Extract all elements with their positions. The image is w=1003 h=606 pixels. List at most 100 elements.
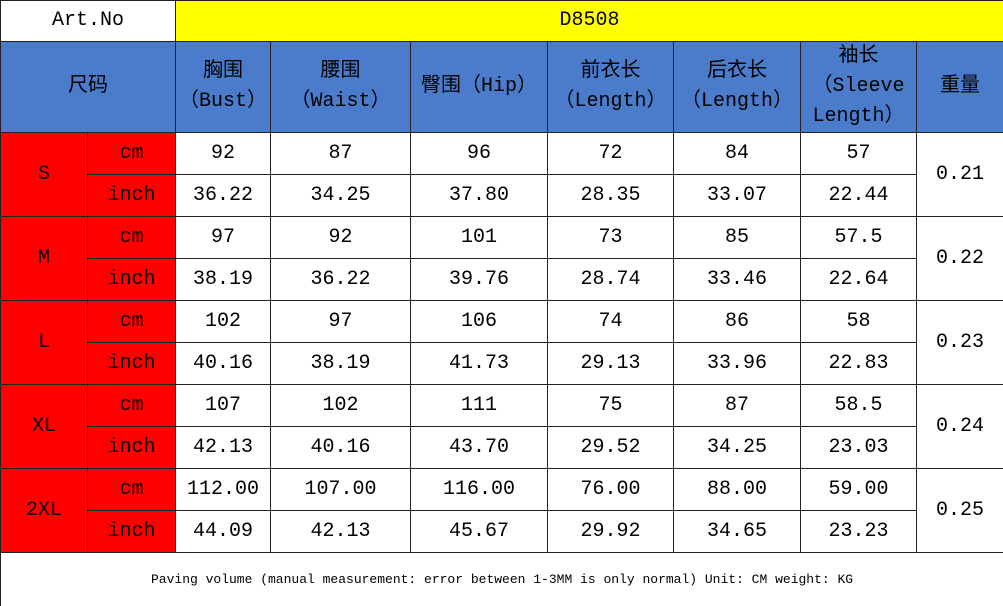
measure-cell: 74 <box>547 300 675 343</box>
header-line: 袖长 <box>838 45 879 68</box>
size-label: M <box>0 216 88 301</box>
table-row: inch 44.09 42.13 45.67 29.92 34.65 23.23 <box>1 510 1003 553</box>
measure-cell: 107.00 <box>270 468 412 511</box>
measure-cell: 59.00 <box>800 468 918 511</box>
measure-cell: 23.23 <box>800 510 918 553</box>
unit-label: cm <box>86 132 177 175</box>
unit-label: cm <box>86 468 177 511</box>
measure-cell: 42.13 <box>270 510 412 553</box>
table-row: Art.No D8508 <box>0 0 1003 42</box>
measure-cell: 43.70 <box>410 426 549 469</box>
header-line: 胸围 <box>203 60 244 83</box>
measure-cell: 42.13 <box>175 426 272 469</box>
measure-cell: 22.83 <box>800 342 918 385</box>
unit-label: inch <box>86 258 177 301</box>
unit-label: inch <box>86 426 177 469</box>
weight-cell: 0.24 <box>916 384 1003 469</box>
column-header: 胸围 （Bust） <box>175 41 272 133</box>
column-header: 腰围 （Waist） <box>270 41 412 133</box>
measure-cell: 44.09 <box>175 510 272 553</box>
measure-cell: 86 <box>673 300 802 343</box>
measure-cell: 38.19 <box>270 342 412 385</box>
measure-cell: 102 <box>175 300 272 343</box>
art-no-label: Art.No <box>0 0 177 42</box>
column-header: 后衣长 （Length） <box>673 41 802 133</box>
header-line: 前衣长 <box>580 60 641 83</box>
unit-label: cm <box>86 384 177 427</box>
header-line: 臀围（Hip） <box>421 75 538 98</box>
measure-cell: 28.74 <box>547 258 675 301</box>
measure-cell: 85 <box>673 216 802 259</box>
weight-cell: 0.25 <box>916 468 1003 553</box>
measure-cell: 112.00 <box>175 468 272 511</box>
column-header: 臀围（Hip） <box>410 41 549 133</box>
measure-cell: 92 <box>175 132 272 175</box>
column-header: 前衣长 （Length） <box>547 41 675 133</box>
table-row: Paving volume (manual measurement: error… <box>0 552 1003 606</box>
measure-cell: 97 <box>270 300 412 343</box>
header-line: （Length） <box>681 90 794 113</box>
measure-cell: 84 <box>673 132 802 175</box>
unit-label: inch <box>86 174 177 217</box>
size-label: L <box>0 300 88 385</box>
table-row: inch 36.22 34.25 37.80 28.35 33.07 22.44 <box>1 174 1003 217</box>
measure-cell: 111 <box>410 384 549 427</box>
measure-cell: 40.16 <box>175 342 272 385</box>
measure-cell: 101 <box>410 216 549 259</box>
measure-cell: 87 <box>270 132 412 175</box>
measure-cell: 33.46 <box>673 258 802 301</box>
table-row: XL cm 107 102 111 75 87 58.5 0.24 <box>0 384 1003 469</box>
measure-cell: 57 <box>800 132 918 175</box>
measure-cell: 29.13 <box>547 342 675 385</box>
size-label: 2XL <box>0 468 88 553</box>
column-header: 袖长 （Sleeve Length） <box>800 41 918 133</box>
measure-cell: 106 <box>410 300 549 343</box>
measure-cell: 34.65 <box>673 510 802 553</box>
measure-cell: 102 <box>270 384 412 427</box>
measure-cell: 45.67 <box>410 510 549 553</box>
footer-note: Paving volume (manual measurement: error… <box>0 552 1003 606</box>
measure-cell: 33.07 <box>673 174 802 217</box>
table-row: 2XL cm 112.00 107.00 116.00 76.00 88.00 59.00 0.… <box>0 468 1003 553</box>
header-line: （Waist） <box>290 90 391 113</box>
unit-label: inch <box>86 510 177 553</box>
table-row: inch 40.16 38.19 41.73 29.13 33.96 22.83 <box>1 342 1003 385</box>
measure-cell: 36.22 <box>270 258 412 301</box>
measure-cell: 22.64 <box>800 258 918 301</box>
weight-cell: 0.22 <box>916 216 1003 301</box>
measure-cell: 87 <box>673 384 802 427</box>
art-no: D8508 <box>175 0 1003 42</box>
measure-cell: 23.03 <box>800 426 918 469</box>
measure-cell: 28.35 <box>547 174 675 217</box>
measure-cell: 36.22 <box>175 174 272 217</box>
measure-cell: 96 <box>410 132 549 175</box>
unit-label: inch <box>86 342 177 385</box>
unit-label: cm <box>86 216 177 259</box>
measure-cell: 88.00 <box>673 468 802 511</box>
measure-cell: 39.76 <box>410 258 549 301</box>
header-line: （Length） <box>554 90 667 113</box>
measure-cell: 116.00 <box>410 468 549 511</box>
column-header: 尺码 <box>0 41 177 133</box>
weight-cell: 0.23 <box>916 300 1003 385</box>
measure-cell: 29.92 <box>547 510 675 553</box>
size-label: XL <box>0 384 88 469</box>
measure-cell: 29.52 <box>547 426 675 469</box>
column-header: 重量 <box>916 41 1003 133</box>
measure-cell: 40.16 <box>270 426 412 469</box>
measure-cell: 107 <box>175 384 272 427</box>
table-row: inch 42.13 40.16 43.70 29.52 34.25 23.03 <box>1 426 1003 469</box>
measure-cell: 41.73 <box>410 342 549 385</box>
measure-cell: 97 <box>175 216 272 259</box>
measure-cell: 58.5 <box>800 384 918 427</box>
table-row: 尺码 胸围 （Bust） 腰围 （Waist） 臀围（Hip） 前衣长 （Length） 后衣长… <box>0 41 1003 133</box>
measure-cell: 37.80 <box>410 174 549 217</box>
measure-cell: 58 <box>800 300 918 343</box>
measure-cell: 34.25 <box>270 174 412 217</box>
header-line: 后衣长 <box>707 60 768 83</box>
header-line: （Bust） <box>179 90 268 113</box>
